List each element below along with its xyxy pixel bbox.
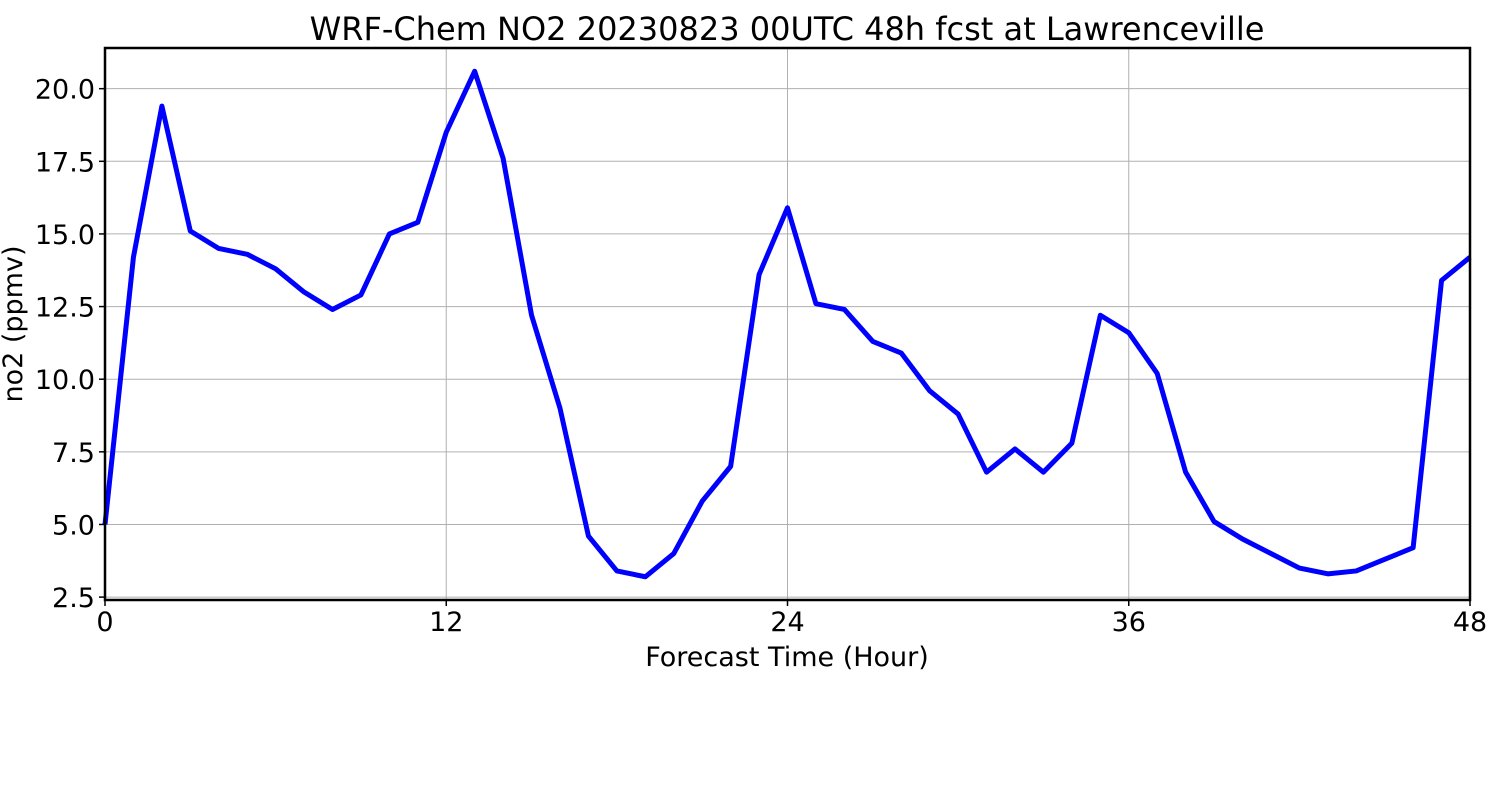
chart-title: WRF-Chem NO2 20230823 00UTC 48h fcst at …	[310, 10, 1265, 48]
tick-marks	[99, 87, 1471, 606]
y-tick-label: 17.5	[35, 147, 95, 178]
y-tick-label: 15.0	[35, 220, 95, 251]
x-tick-label: 12	[429, 607, 463, 638]
y-tick-label: 5.0	[52, 510, 95, 541]
y-tick-label: 7.5	[52, 438, 95, 469]
grid-lines	[104, 48, 1471, 600]
x-axis-label: Forecast Time (Hour)	[645, 642, 929, 673]
x-tick-label: 36	[1112, 607, 1146, 638]
x-tick-label: 48	[1453, 607, 1487, 638]
x-tick-label: 24	[770, 607, 804, 638]
no2-series-line	[102, 68, 1472, 580]
y-axis-label: no2 (ppmv)	[0, 245, 29, 402]
x-tick-label: 0	[96, 607, 113, 638]
y-tick-label: 10.0	[35, 365, 95, 396]
y-tick-label: 12.5	[35, 293, 95, 324]
series-layer	[102, 68, 1472, 580]
tick-labels: 0 12 24 36 48 2.5 5.0 7.5 10.0 12.5 15.0 17.5 20.0	[35, 75, 1487, 638]
y-tick-label: 20.0	[35, 75, 95, 106]
y-tick-label: 2.5	[52, 583, 95, 614]
